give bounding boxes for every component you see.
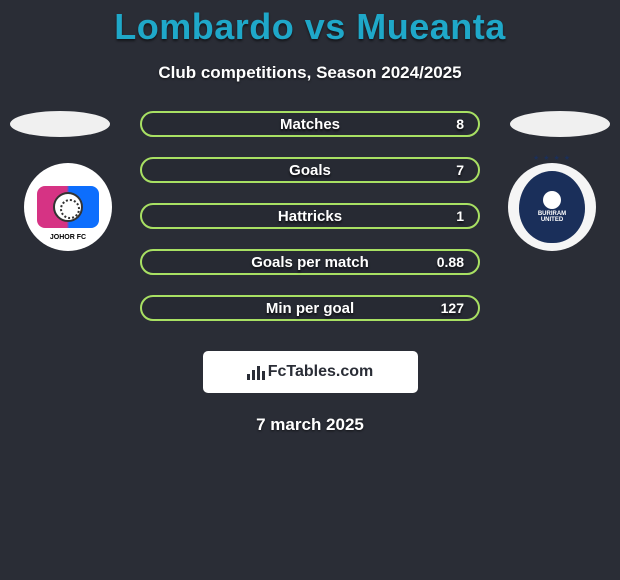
stat-row-gpm: Goals per match 0.88 xyxy=(140,249,480,275)
stat-value: 127 xyxy=(441,300,464,316)
stat-bars: Matches 8 Goals 7 Hattricks 1 Goals per … xyxy=(140,111,480,341)
stat-value: 8 xyxy=(456,116,464,132)
stat-value: 7 xyxy=(456,162,464,178)
subtitle: Club competitions, Season 2024/2025 xyxy=(0,63,620,83)
stat-row-hattricks: Hattricks 1 xyxy=(140,203,480,229)
fctables-label: FcTables.com xyxy=(268,363,374,381)
date-label: 7 march 2025 xyxy=(0,415,620,435)
stat-value: 0.88 xyxy=(437,254,464,270)
stat-row-goals: Goals 7 xyxy=(140,157,480,183)
stat-label: Min per goal xyxy=(266,300,354,317)
johor-logo: JOHOR FC xyxy=(37,186,99,228)
team-left-badge: JOHOR FC xyxy=(24,163,112,251)
left-shadow-ellipse xyxy=(10,111,110,137)
johor-emblem-icon xyxy=(53,192,83,222)
johor-label: JOHOR FC xyxy=(50,234,86,241)
stat-row-matches: Matches 8 xyxy=(140,111,480,137)
stat-label: Hattricks xyxy=(278,208,342,225)
stat-label: Goals xyxy=(289,162,331,179)
stat-row-mpg: Min per goal 127 xyxy=(140,295,480,321)
team-right-badge: ★ ★ ★ ★ BURIRAM UNITED xyxy=(508,163,596,251)
right-shadow-ellipse xyxy=(510,111,610,137)
buriram-logo: BURIRAM UNITED xyxy=(519,171,585,243)
comparison-area: JOHOR FC ★ ★ ★ ★ BURIRAM UNITED Matches … xyxy=(0,111,620,351)
fctables-attribution[interactable]: FcTables.com xyxy=(203,351,418,393)
stat-value: 1 xyxy=(456,208,464,224)
stars-icon: ★ ★ ★ ★ xyxy=(533,154,571,162)
bar-chart-icon xyxy=(247,364,265,380)
page-title: Lombardo vs Mueanta xyxy=(0,0,620,48)
ball-icon xyxy=(543,191,561,209)
buriram-label-2: UNITED xyxy=(541,217,563,223)
stat-label: Goals per match xyxy=(251,254,369,271)
stat-label: Matches xyxy=(280,116,340,133)
